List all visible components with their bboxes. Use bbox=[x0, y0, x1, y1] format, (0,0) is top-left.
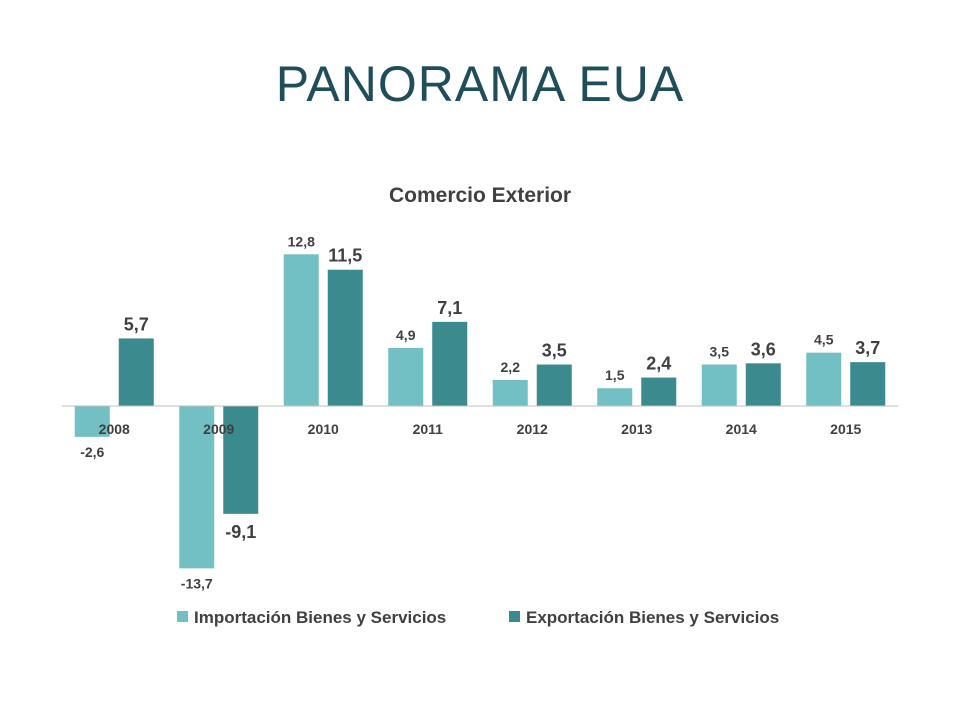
data-label-export-2012: 3,5 bbox=[542, 341, 567, 361]
bar-export-2012 bbox=[536, 364, 572, 406]
data-label-import-2015: 4,5 bbox=[814, 332, 834, 348]
x-tick-label-2008: 2008 bbox=[99, 421, 130, 437]
data-label-import-2013: 1,5 bbox=[605, 367, 625, 383]
x-tick-label-2010: 2010 bbox=[308, 421, 339, 437]
bar-import-2013 bbox=[597, 388, 633, 406]
legend-label-export: Exportación Bienes y Servicios bbox=[526, 608, 779, 627]
bar-import-2010 bbox=[283, 254, 319, 406]
data-label-export-2008: 5,7 bbox=[124, 314, 149, 334]
data-label-import-2008: -2,6 bbox=[80, 444, 104, 460]
data-label-import-2011: 4,9 bbox=[396, 327, 416, 343]
bar-import-2009 bbox=[179, 406, 215, 569]
data-label-import-2010: 12,8 bbox=[288, 233, 315, 249]
x-tick-label-2015: 2015 bbox=[830, 421, 861, 437]
bars-group bbox=[74, 254, 886, 569]
data-label-export-2013: 2,4 bbox=[646, 354, 671, 374]
bar-import-2012 bbox=[492, 379, 528, 406]
bar-export-2014 bbox=[745, 363, 781, 406]
bar-export-2015 bbox=[850, 362, 886, 406]
bar-import-2011 bbox=[388, 347, 424, 406]
tick-labels-group: 2008 2009 2010 2011 2012 2013 2014 2015 bbox=[99, 421, 862, 437]
bar-import-2014 bbox=[701, 364, 737, 406]
data-label-export-2009: -9,1 bbox=[225, 522, 256, 542]
bar-export-2009 bbox=[223, 406, 259, 514]
data-label-import-2009: -13,7 bbox=[181, 575, 213, 591]
data-label-export-2011: 7,1 bbox=[437, 298, 462, 318]
data-label-export-2014: 3,6 bbox=[751, 339, 776, 359]
x-tick-label-2013: 2013 bbox=[621, 421, 652, 437]
bar-import-2008 bbox=[74, 406, 110, 437]
x-tick-label-2009: 2009 bbox=[203, 421, 234, 437]
x-tick-label-2011: 2011 bbox=[413, 421, 444, 437]
x-tick-label-2014: 2014 bbox=[726, 421, 757, 437]
data-label-import-2012: 2,2 bbox=[501, 359, 521, 375]
legend: Importación Bienes y Servicios Exportació… bbox=[177, 608, 779, 627]
x-tick-label-2012: 2012 bbox=[517, 421, 548, 437]
slide-title: PANORAMA EUA bbox=[275, 56, 685, 112]
bar-export-2010 bbox=[327, 269, 363, 406]
legend-swatch-export bbox=[509, 611, 520, 622]
bar-export-2013 bbox=[641, 377, 677, 406]
legend-swatch-import bbox=[177, 611, 188, 622]
bar-export-2008 bbox=[118, 338, 154, 406]
legend-label-import: Importación Bienes y Servicios bbox=[194, 608, 446, 627]
data-label-export-2010: 11,5 bbox=[328, 246, 362, 266]
bar-export-2011 bbox=[432, 321, 468, 406]
chart-title: Comercio Exterior bbox=[389, 184, 571, 207]
data-label-import-2014: 3,5 bbox=[710, 344, 730, 360]
data-label-export-2015: 3,7 bbox=[855, 338, 880, 358]
bar-import-2015 bbox=[806, 352, 842, 406]
data-labels-group: -2,6 5,7 -13,7 -9,1 12,8 11,5 4,9 7,1 2,2 3,5 1,5 2… bbox=[80, 233, 880, 591]
